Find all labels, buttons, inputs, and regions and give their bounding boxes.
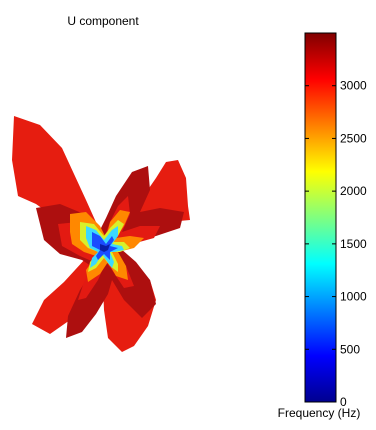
- colorbar-label: Frequency (Hz): [278, 406, 361, 420]
- colorbar-tick-label: 2000: [340, 184, 367, 198]
- contour-level-navy: [100, 244, 110, 252]
- colorbar-tick-label: 0: [340, 395, 347, 409]
- colorbar-tick-label: 1000: [340, 290, 367, 304]
- colorbar-tick-label: 3000: [340, 79, 367, 93]
- colorbar-gradient: [304, 32, 337, 403]
- contour-plot: [12, 116, 190, 352]
- colorbar-tick-label: 1500: [340, 237, 367, 251]
- colorbar-tick-label: 2500: [340, 131, 367, 145]
- colorbar-ticks: 0 500 1000 1500 2000 2500 3000: [305, 79, 367, 409]
- colorbar-tick-label: 500: [340, 342, 360, 356]
- colorbar: 0 500 1000 1500 2000 2500 3000 Frequency (Hz): [278, 32, 367, 420]
- chart-title: U component: [67, 14, 139, 28]
